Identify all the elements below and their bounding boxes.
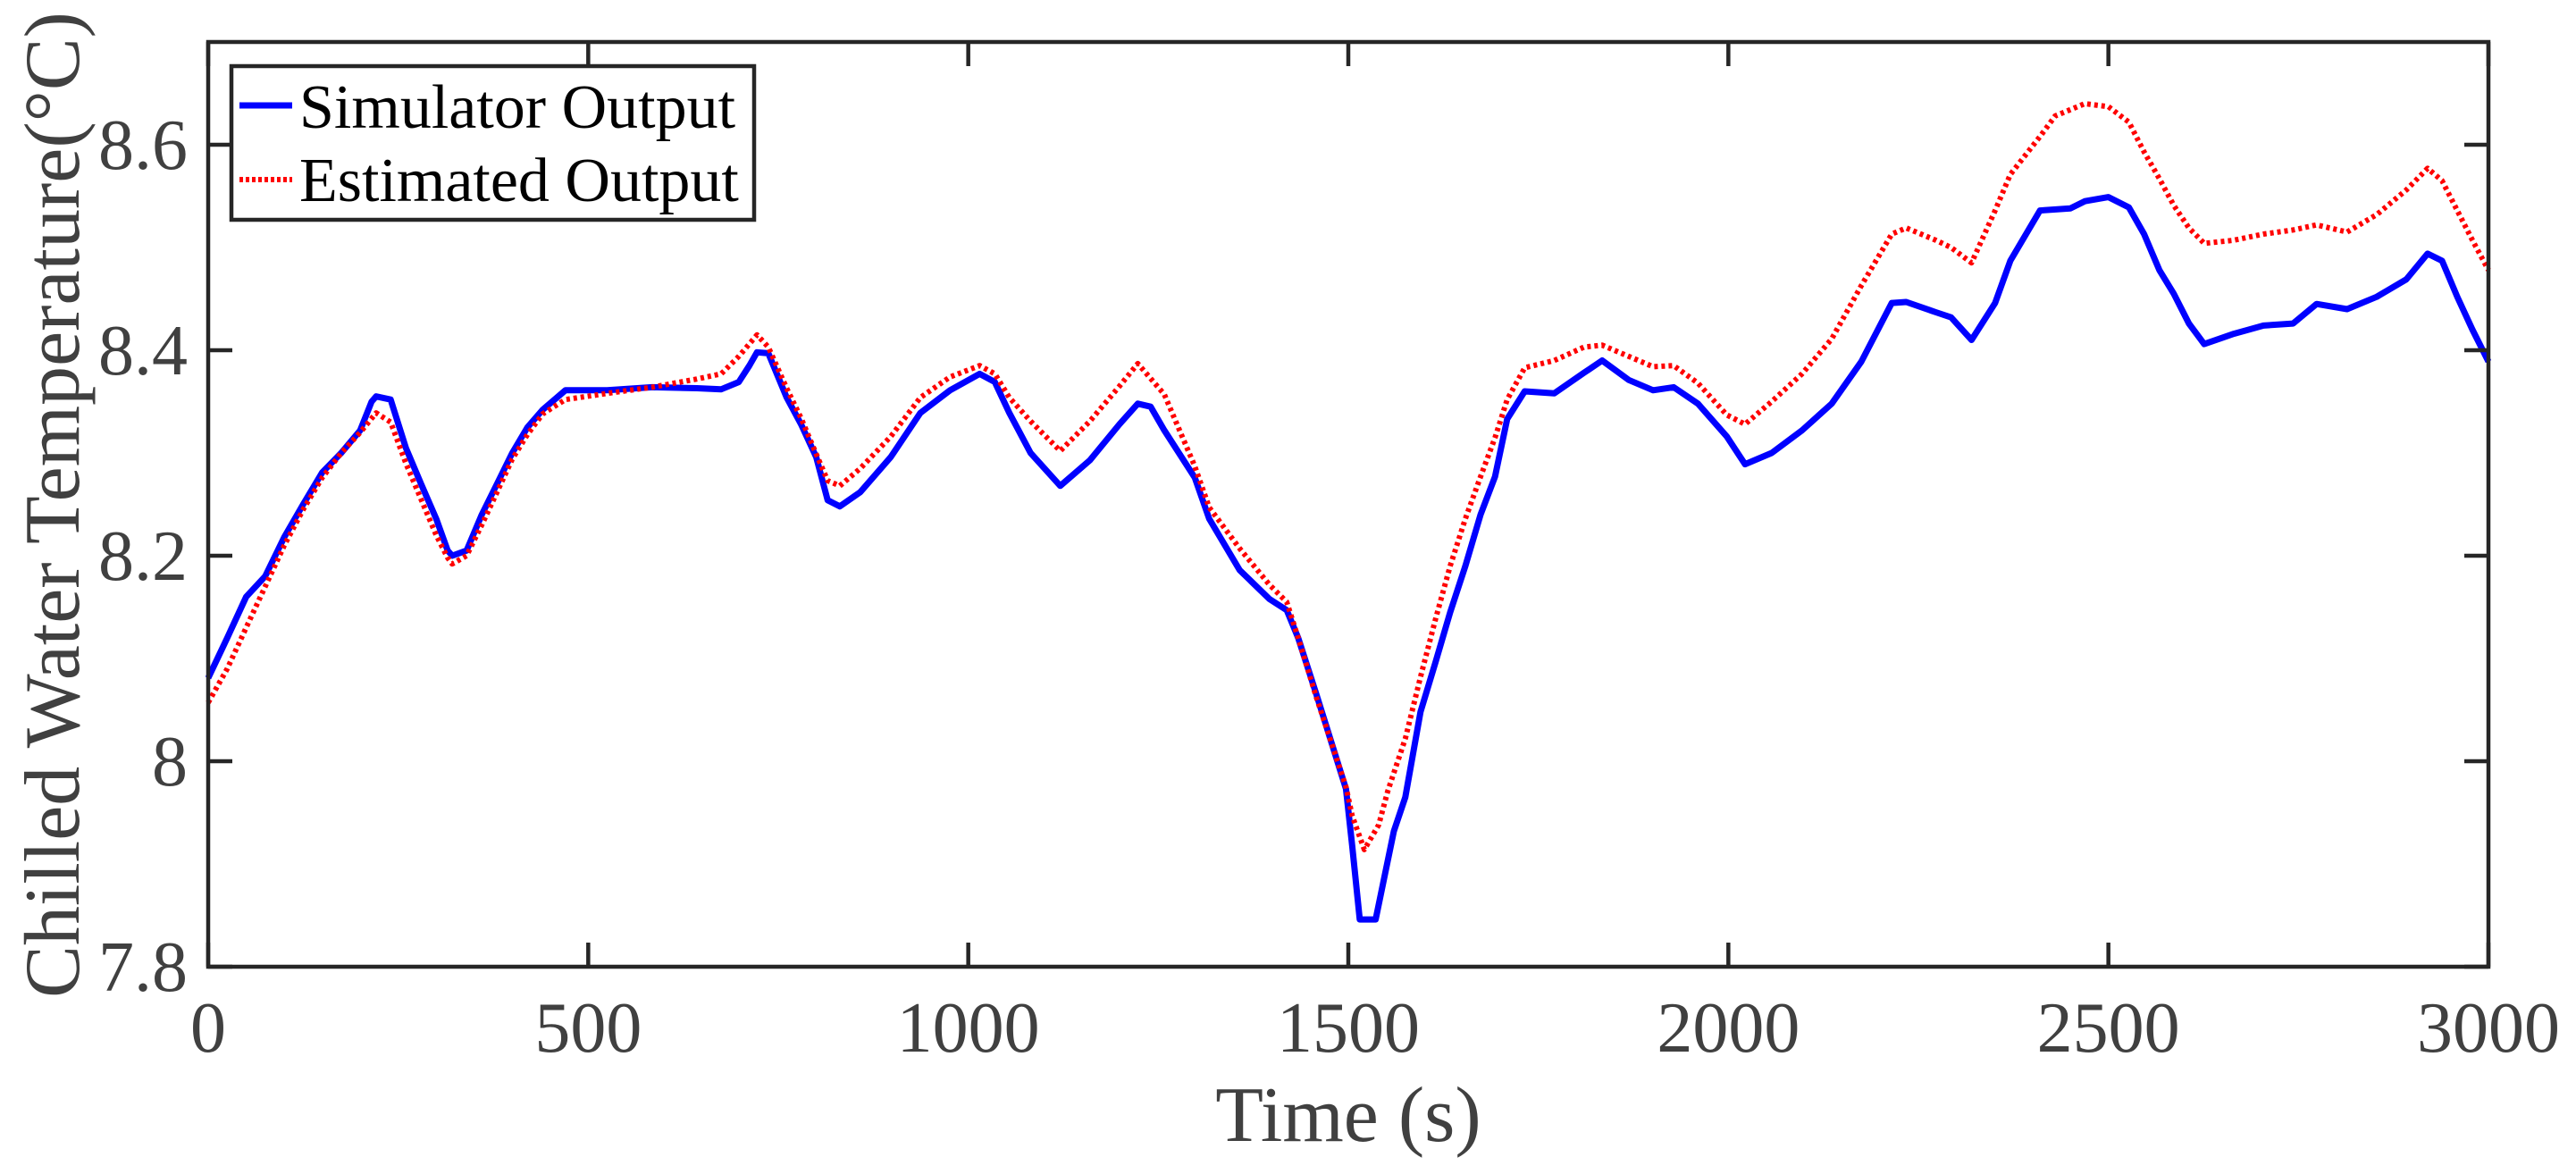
legend-label-simulator-output: Simulator Output	[299, 73, 736, 142]
legend-label-estimated-output: Estimated Output	[299, 147, 739, 215]
legend-box	[229, 63, 757, 222]
x-tick-label: 500	[534, 989, 642, 1068]
x-tick-label: 2000	[1657, 989, 1800, 1068]
y-tick-label: 8	[152, 723, 188, 801]
x-tick-label: 0	[190, 989, 226, 1068]
y-tick-label: 8.4	[98, 312, 188, 390]
series-estimated-output	[206, 101, 2491, 852]
x-tick-label: 1500	[1277, 989, 1420, 1068]
x-tick-label: 1000	[897, 989, 1040, 1068]
y-tick-labels: 7.8 8 8.2 8.4 8.6	[98, 106, 188, 1007]
y-axis-title: Chilled Water Temperature(°C)	[10, 12, 96, 998]
x-tick-label: 3000	[2417, 989, 2560, 1068]
x-axis-title: Time (s)	[1215, 1072, 1481, 1159]
series-layer	[205, 101, 2492, 923]
x-tick-label: 2500	[2037, 989, 2180, 1068]
series-simulator-output	[205, 194, 2492, 923]
y-tick-label: 8.2	[98, 517, 188, 596]
ticks-layer	[206, 42, 2491, 969]
legend: Simulator Output Estimated Output	[229, 63, 757, 222]
y-tick-label: 7.8	[98, 928, 188, 1007]
x-tick-labels: 0 500 1000 1500 2000 2500 3000	[190, 989, 2560, 1068]
y-tick-label: 8.6	[98, 106, 188, 185]
